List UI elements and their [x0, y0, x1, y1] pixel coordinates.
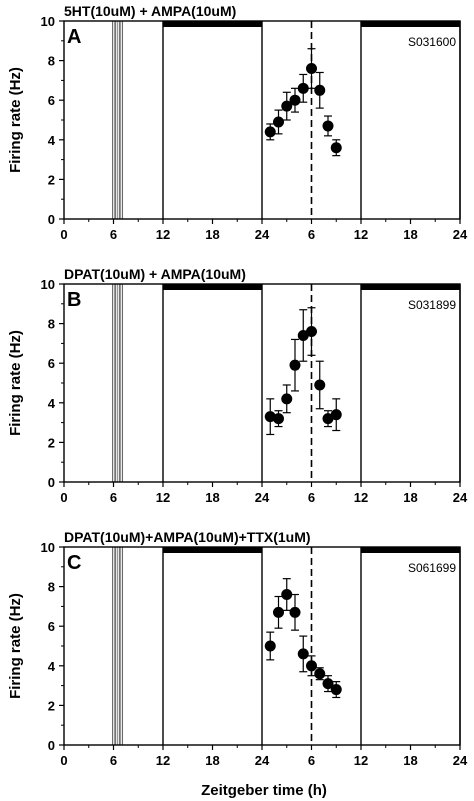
y-tick-label: 8	[48, 317, 55, 332]
data-point	[264, 411, 276, 423]
x-tick-label: 24	[255, 753, 270, 768]
y-tick-label: 2	[48, 435, 55, 450]
y-tick-label: 10	[41, 14, 55, 29]
data-point	[306, 660, 317, 672]
x-tick-label: 24	[255, 490, 270, 505]
y-axis-title: Firing rate (Hz)	[7, 593, 24, 699]
data-point	[306, 63, 317, 75]
treatment-band	[112, 283, 124, 483]
y-axis-title: Firing rate (Hz)	[7, 330, 24, 436]
y-tick-label: 6	[48, 619, 55, 634]
panel-letter: B	[67, 289, 81, 311]
sample-id: S061699	[408, 561, 456, 575]
data-point	[281, 393, 293, 405]
panel-title: DPAT(10uM) + AMPA(10uM)	[64, 266, 246, 282]
data-point	[314, 84, 326, 96]
y-tick-label: 4	[48, 659, 56, 674]
data-point	[330, 409, 342, 421]
y-tick-label: 10	[41, 277, 55, 292]
dark-period-bar	[163, 547, 262, 553]
x-tick-label: 18	[205, 227, 219, 242]
y-tick-label: 0	[48, 475, 55, 490]
x-tick-label: 12	[354, 490, 368, 505]
x-tick-label: 12	[156, 227, 170, 242]
x-tick-label: 24	[453, 753, 468, 768]
dark-period-bar	[163, 284, 262, 290]
x-tick-label: 12	[156, 490, 170, 505]
panel-letter: A	[67, 26, 81, 48]
sample-id: S031899	[408, 298, 456, 312]
x-tick-label: 0	[60, 490, 67, 505]
y-tick-label: 2	[48, 172, 55, 187]
y-tick-label: 8	[48, 580, 55, 595]
x-tick-label: 6	[110, 227, 117, 242]
y-tick-label: 4	[48, 133, 56, 148]
data-point	[322, 413, 334, 425]
dark-period-bar	[361, 547, 460, 553]
treatment-band	[112, 546, 124, 746]
y-tick-label: 6	[48, 356, 55, 371]
x-tick-label: 6	[110, 490, 117, 505]
x-tick-label: 12	[354, 753, 368, 768]
data-point	[264, 126, 276, 138]
x-tick-label: 18	[403, 753, 417, 768]
x-tick-label: 18	[205, 490, 219, 505]
data-point	[330, 684, 342, 696]
y-tick-label: 6	[48, 93, 55, 108]
panel-letter: C	[67, 552, 81, 574]
data-point	[314, 668, 326, 680]
y-tick-label: 10	[41, 540, 55, 555]
panel-title: DPAT(10uM)+AMPA(10uM)+TTX(1uM)	[64, 529, 311, 545]
data-point	[281, 100, 293, 112]
panel-title: 5HT(10uM) + AMPA(10uM)	[64, 3, 236, 19]
x-tick-label: 6	[110, 753, 117, 768]
data-point	[273, 116, 284, 128]
x-tick-label: 18	[403, 227, 417, 242]
y-tick-label: 0	[48, 212, 55, 227]
data-point	[314, 379, 326, 391]
sample-id: S031600	[408, 35, 456, 49]
data-point	[330, 142, 342, 154]
x-axis-title: Zeitgeber time (h)	[201, 782, 327, 799]
x-tick-label: 18	[205, 753, 219, 768]
data-point	[297, 329, 309, 341]
y-tick-label: 0	[48, 738, 55, 753]
x-tick-label: 12	[156, 753, 170, 768]
x-tick-label: 0	[60, 753, 67, 768]
y-tick-label: 2	[48, 698, 55, 713]
dark-period-bar	[163, 21, 262, 27]
data-point	[273, 606, 284, 618]
x-tick-label: 24	[453, 490, 468, 505]
treatment-band	[112, 20, 124, 220]
data-point	[281, 589, 293, 601]
data-point	[273, 413, 284, 425]
y-tick-label: 8	[48, 54, 55, 69]
x-tick-label: 6	[308, 753, 315, 768]
x-tick-label: 12	[354, 227, 368, 242]
x-tick-label: 0	[60, 227, 67, 242]
data-point	[297, 648, 309, 660]
y-tick-label: 4	[48, 396, 56, 411]
y-axis-title: Firing rate (Hz)	[7, 67, 24, 173]
x-tick-label: 18	[403, 490, 417, 505]
x-tick-label: 24	[255, 227, 270, 242]
dark-period-bar	[361, 21, 460, 27]
data-point	[289, 606, 301, 618]
data-point	[322, 120, 334, 132]
dark-period-bar	[361, 284, 460, 290]
data-point	[306, 326, 317, 338]
x-tick-label: 24	[453, 227, 468, 242]
data-point	[297, 82, 309, 94]
data-point	[264, 640, 276, 652]
x-tick-label: 6	[308, 227, 315, 242]
x-tick-label: 6	[308, 490, 315, 505]
data-point	[289, 359, 301, 371]
data-point	[289, 94, 301, 106]
data-point	[322, 678, 334, 690]
